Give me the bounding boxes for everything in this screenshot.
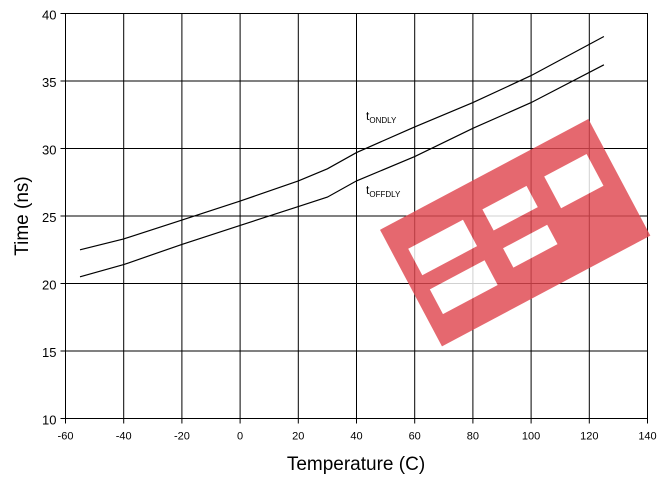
- x-tick-label: 80: [467, 431, 479, 443]
- y-tick-label: 40: [42, 8, 56, 23]
- x-tick-label: 0: [237, 431, 243, 443]
- y-tick-label: 15: [42, 345, 56, 360]
- x-tick-label: 40: [350, 431, 362, 443]
- series-label-toffdly: tOFFDLY: [366, 183, 401, 199]
- y-tick-label: 10: [42, 413, 56, 428]
- x-tick-label: 140: [638, 431, 656, 443]
- y-tick-label: 25: [42, 210, 56, 225]
- x-tick-label: 60: [409, 431, 421, 443]
- x-tick-label: 120: [580, 431, 598, 443]
- plot-frame: [65, 13, 648, 419]
- y-axis-title: Time (ns): [12, 176, 33, 256]
- series-lines: [79, 35, 605, 278]
- x-tick-label: 20: [292, 431, 304, 443]
- y-tick-label: 20: [42, 278, 56, 293]
- y-tick-label: 30: [42, 143, 56, 158]
- y-tick-label: 35: [42, 75, 56, 90]
- series-label-tondly: tONDLY: [366, 109, 397, 125]
- tick-labels: -60 -40 -20 0 20 40 60 80 100 120 140 10 15 20 25 30 35 4…: [42, 8, 657, 443]
- series-line-toffdly: [79, 64, 605, 278]
- watermark-logo: [380, 119, 651, 347]
- x-tick-label: 100: [522, 431, 540, 443]
- series-line-tondly: [79, 35, 605, 251]
- x-tick-label: -40: [116, 431, 132, 443]
- x-tick-label: -60: [58, 431, 74, 443]
- x-tick-label: -20: [174, 431, 190, 443]
- x-axis-title: Temperature (C): [287, 454, 425, 475]
